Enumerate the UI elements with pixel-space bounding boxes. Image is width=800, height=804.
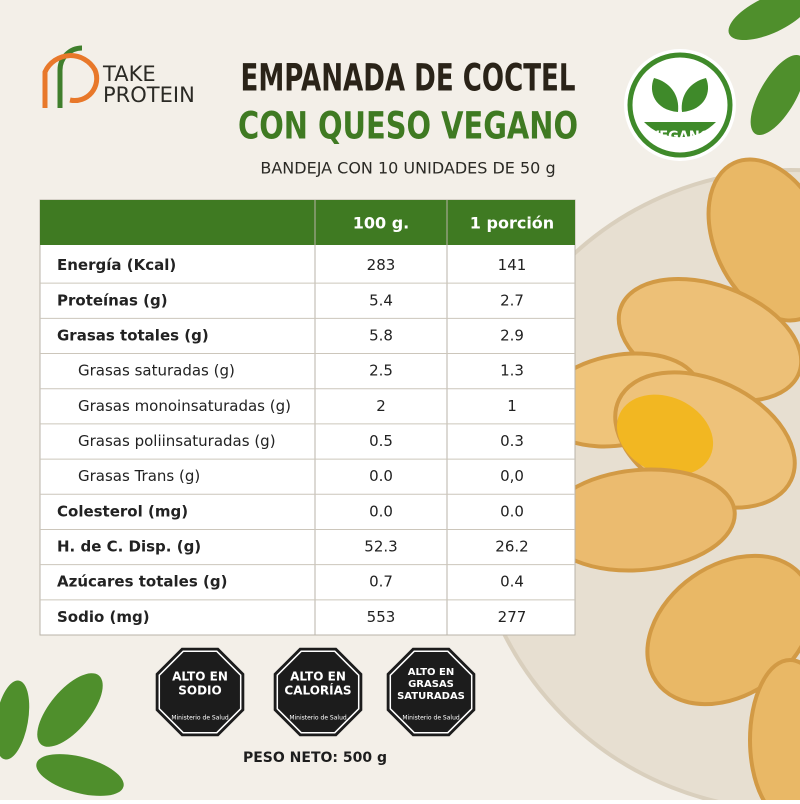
warning-line: ALTO EN — [408, 667, 454, 678]
row-label: Sodio (mg) — [57, 608, 150, 626]
badge-band — [644, 122, 716, 138]
cell: 26.2 — [495, 538, 528, 556]
row-label: Grasas poliinsaturadas (g) — [78, 432, 276, 450]
column-header: 1 porción — [470, 214, 554, 233]
net-weight: PESO NETO: 500 g — [243, 750, 387, 766]
cell: 553 — [367, 608, 396, 626]
brand-line: TAKE — [102, 62, 156, 86]
warning-authority: Ministerio de Salud — [402, 715, 460, 722]
cell: 0.0 — [500, 502, 524, 520]
leaf — [36, 754, 124, 796]
brand-line: PROTEIN — [103, 83, 195, 107]
cell: 0.3 — [500, 432, 524, 450]
cell: 2.7 — [500, 291, 524, 309]
leaf — [728, 0, 800, 41]
cell: 141 — [498, 256, 527, 274]
warning-border — [389, 650, 473, 734]
warning-line: ALTO EN — [290, 670, 346, 684]
empanada — [706, 157, 800, 323]
empanadas — [538, 157, 800, 804]
logo-stroke — [42, 53, 100, 108]
title-line: EMPANADA DE COCTEL — [241, 57, 576, 100]
warning-line: GRASAS — [408, 679, 454, 690]
empanada — [748, 658, 800, 804]
warning-line: SODIO — [178, 684, 221, 698]
row-label: H. de C. Disp. (g) — [57, 538, 201, 556]
cell: 0.7 — [369, 573, 393, 591]
warning-line: ALTO EN — [172, 670, 228, 684]
cell: 2.5 — [369, 362, 393, 380]
row-label: Proteínas (g) — [57, 291, 168, 309]
warning-border — [158, 650, 242, 734]
badge-leaves — [651, 78, 709, 112]
row-label: Colesterol (mg) — [57, 502, 188, 520]
title-line: CON QUESO VEGANO — [238, 105, 578, 148]
warning-octagon — [155, 647, 245, 737]
row-label: Grasas monoinsaturadas (g) — [78, 397, 291, 415]
warning-line: SATURADAS — [397, 691, 465, 702]
warning-octagon — [386, 647, 476, 737]
warning-authority: Ministerio de Salud — [171, 715, 229, 722]
cell: 0.4 — [500, 573, 524, 591]
table-header — [40, 200, 575, 245]
cell: 0.5 — [369, 432, 393, 450]
cell: 5.4 — [369, 291, 393, 309]
row-label: Grasas saturadas (g) — [78, 362, 235, 380]
cell: 2.9 — [500, 326, 524, 344]
cell: 0,0 — [500, 467, 524, 485]
cheese-filling — [616, 394, 714, 476]
cell: 1.3 — [500, 362, 524, 380]
warning-line: CALORÍAS — [284, 683, 351, 698]
column-header: 100 g. — [353, 214, 410, 233]
leaf — [750, 55, 800, 135]
row-label: Grasas totales (g) — [57, 326, 209, 344]
warning-authority: Ministerio de Salud — [289, 715, 347, 722]
warning-border — [276, 650, 360, 734]
row-label: Energía (Kcal) — [57, 256, 176, 274]
subtitle: BANDEJA CON 10 UNIDADES DE 50 g — [260, 159, 555, 178]
warning-octagon — [273, 647, 363, 737]
cell: 52.3 — [364, 538, 397, 556]
cell: 0.0 — [369, 467, 393, 485]
cell: 277 — [498, 608, 527, 626]
cell: 283 — [367, 256, 396, 274]
logo-icon — [42, 45, 100, 108]
row-label: Azúcares totales (g) — [57, 573, 227, 591]
row-label: Grasas Trans (g) — [78, 467, 200, 485]
cell: 5.8 — [369, 326, 393, 344]
leaf — [37, 673, 103, 747]
cell: 1 — [507, 397, 517, 415]
badge-label: VEGANO — [649, 130, 711, 145]
cell: 0.0 — [369, 502, 393, 520]
leaf — [0, 680, 30, 760]
cell: 2 — [376, 397, 386, 415]
table — [39, 199, 576, 636]
